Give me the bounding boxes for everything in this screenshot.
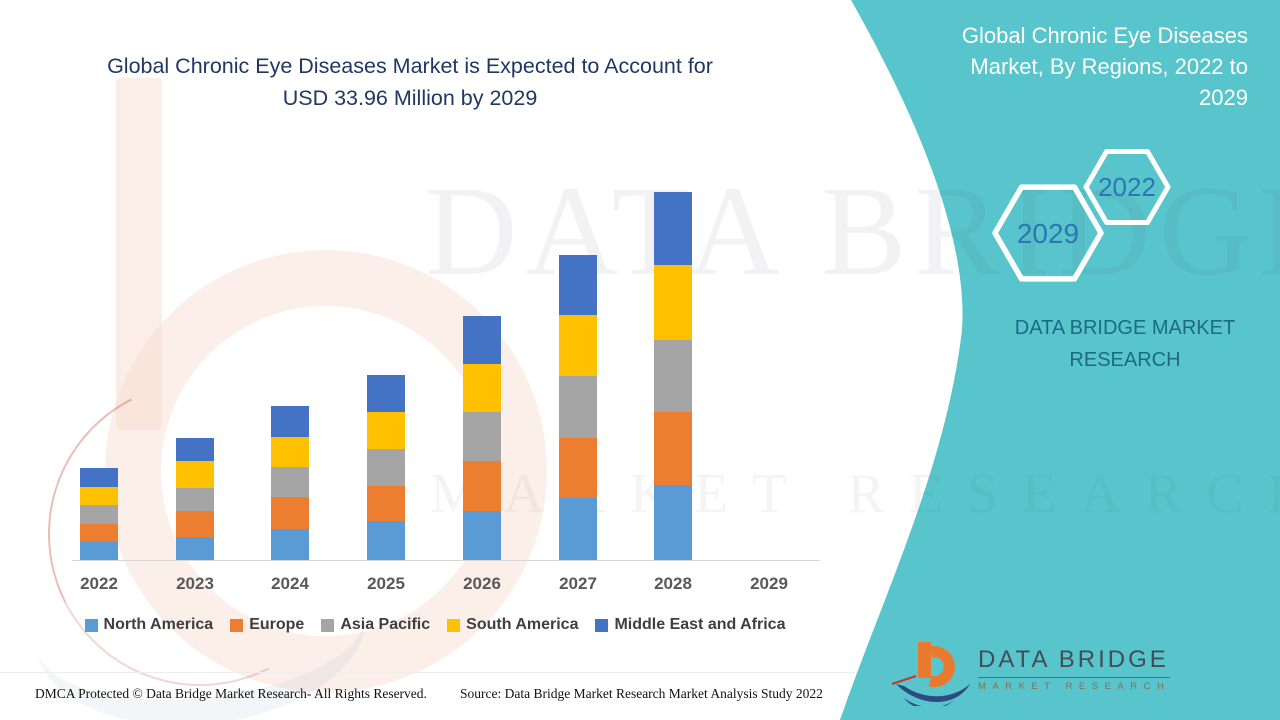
bar-segment-europe	[80, 524, 118, 542]
bar-segment-europe	[271, 497, 309, 529]
legend-item-middle-east-and-africa: Middle East and Africa	[595, 616, 785, 634]
legend-item-europe: Europe	[230, 616, 304, 634]
brand-logo-icon	[891, 642, 970, 706]
footer-source-text: Source: Data Bridge Market Research Mark…	[460, 686, 823, 701]
chart-title: Global Chronic Eye Diseases Market is Ex…	[40, 50, 780, 114]
legend-label: Middle East and Africa	[614, 616, 786, 633]
bar-segment-asia-pacific	[367, 449, 405, 486]
legend-label: South America	[466, 616, 579, 633]
panel-brand-caption-line1: DATA BRIDGE MARKET	[1014, 317, 1236, 339]
bar-segment-north-america	[559, 498, 597, 560]
x-axis-label-2025: 2025	[367, 574, 405, 593]
legend-swatch-icon	[447, 618, 461, 632]
footer-dmca-text: DMCA Protected © Data Bridge Market Rese…	[35, 686, 427, 701]
legend: North America Europe Asia Pacific South Ame…	[40, 616, 830, 634]
bar-segment-middle-east-and-africa	[271, 406, 309, 437]
bar-segment-north-america	[176, 537, 214, 560]
bar-segment-europe	[559, 438, 597, 498]
legend-item-asia-pacific: Asia Pacific	[321, 616, 430, 634]
x-axis-labels: 2022 2023 2024 2025 2026 2027 2028 2029	[72, 574, 820, 598]
hexagon-small-year: 2022	[1098, 172, 1156, 202]
bar-segment-north-america	[80, 542, 118, 560]
legend-swatch-icon	[595, 618, 609, 632]
side-panel-title: Global Chronic Eye Diseases Market, By R…	[928, 20, 1248, 113]
bar-segment-europe	[176, 511, 214, 537]
legend-item-south-america: South America	[447, 616, 578, 634]
legend-swatch-icon	[321, 618, 335, 632]
bar-2026	[463, 316, 501, 560]
bar-segment-middle-east-and-africa	[80, 468, 118, 487]
plot-area	[72, 185, 820, 560]
side-panel-title-line3: 2029	[1199, 85, 1248, 110]
chart-title-line1: Global Chronic Eye Diseases Market is Ex…	[107, 54, 713, 78]
bar-segment-south-america	[176, 461, 214, 488]
chart-title-line2: USD 33.96 Million by 2029	[282, 86, 538, 110]
x-axis-label-2022: 2022	[80, 574, 118, 593]
x-axis-label-2029: 2029	[750, 574, 788, 593]
x-axis-line	[72, 560, 820, 561]
bar-2023	[176, 438, 214, 560]
bar-segment-asia-pacific	[463, 412, 501, 461]
panel-brand-caption: DATA BRIDGE MARKET RESEARCH	[1000, 312, 1250, 376]
bar-segment-south-america	[80, 487, 118, 505]
legend-label: Europe	[249, 616, 305, 633]
bar-segment-north-america	[463, 511, 501, 560]
bar-segment-europe	[367, 486, 405, 521]
bar-2025	[367, 375, 405, 560]
bar-2027	[559, 255, 597, 560]
bar-segment-asia-pacific	[271, 467, 309, 497]
bar-segment-middle-east-and-africa	[463, 316, 501, 364]
legend-swatch-icon	[230, 618, 244, 632]
x-axis-label-2026: 2026	[463, 574, 501, 593]
bar-segment-north-america	[271, 529, 309, 560]
bar-segment-middle-east-and-africa	[367, 375, 405, 412]
side-panel-title-line1: Global Chronic Eye Diseases	[961, 23, 1248, 48]
bar-segment-middle-east-and-africa	[654, 192, 692, 265]
hexagon-large-year: 2029	[1017, 218, 1079, 249]
bar-segment-asia-pacific	[654, 340, 692, 412]
legend-swatch-icon	[84, 618, 98, 632]
bar-segment-south-america	[463, 364, 501, 412]
brand-logo-subtitle: MARKET RESEARCH	[978, 681, 1171, 692]
bar-segment-north-america	[367, 521, 405, 560]
bar-segment-south-america	[559, 315, 597, 376]
x-axis-label-2024: 2024	[271, 574, 309, 593]
side-panel-title-line2: Market, By Regions, 2022 to	[970, 54, 1248, 79]
brand-logo-title: DATA BRIDGE	[978, 646, 1171, 678]
bar-2022	[80, 468, 118, 560]
bar-segment-asia-pacific	[176, 488, 214, 511]
brand-logo: DATA BRIDGE MARKET RESEARCH	[890, 640, 1171, 706]
bar-segment-middle-east-and-africa	[176, 438, 214, 461]
logo-red-accent	[891, 675, 917, 685]
legend-label: North America	[103, 616, 214, 633]
brand-logo-text: DATA BRIDGE MARKET RESEARCH	[978, 646, 1171, 692]
logo-b-bowl	[928, 646, 955, 688]
hexagon-large	[992, 184, 1104, 282]
hexagon-small	[1083, 149, 1171, 225]
footer-separator	[0, 672, 855, 673]
logo-b-stem	[918, 642, 931, 678]
bar-2028	[654, 192, 692, 560]
bar-segment-europe	[463, 461, 501, 511]
bar-segment-south-america	[654, 265, 692, 340]
bar-segment-south-america	[271, 437, 309, 467]
x-axis-label-2027: 2027	[559, 574, 597, 593]
legend-label: Asia Pacific	[340, 616, 431, 633]
bar-segment-europe	[654, 412, 692, 485]
bar-segment-north-america	[654, 485, 692, 560]
panel-brand-caption-line2: RESEARCH	[1069, 349, 1181, 371]
bar-segment-middle-east-and-africa	[559, 255, 597, 315]
bar-segment-asia-pacific	[559, 376, 597, 438]
bar-2024	[271, 406, 309, 560]
bar-segment-south-america	[367, 412, 405, 449]
x-axis-label-2023: 2023	[176, 574, 214, 593]
bar-segment-asia-pacific	[80, 505, 118, 524]
legend-item-north-america: North America	[84, 616, 214, 634]
x-axis-label-2028: 2028	[654, 574, 692, 593]
